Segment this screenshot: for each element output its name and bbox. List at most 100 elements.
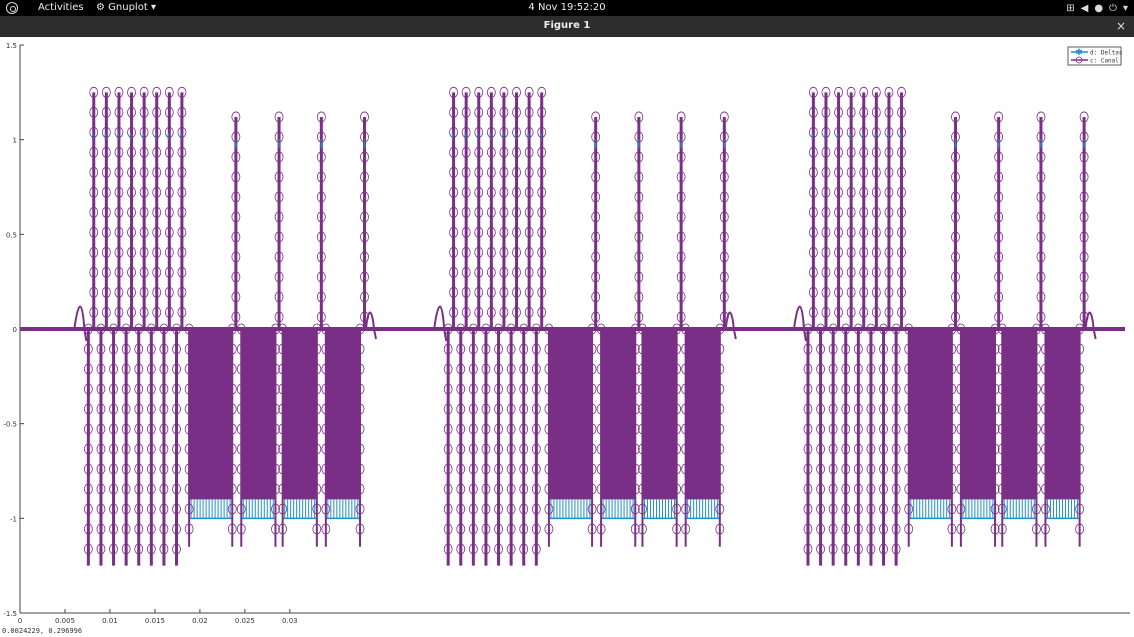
canal-point [177,206,187,218]
canal-point [884,106,894,118]
canal-point [456,443,466,455]
canal-point [997,483,1007,495]
canal-point [146,543,156,555]
canal-point [121,323,131,335]
canal-point [871,246,881,258]
canal-point [227,323,237,335]
canal-point [994,131,1004,143]
canal-point [884,266,894,278]
canal-point [456,323,466,335]
canal-point [164,166,174,178]
canal-point [96,503,106,515]
canal-point [828,363,838,375]
volume-icon[interactable]: ◀ [1080,2,1089,14]
canal-point [127,306,136,318]
canal-point [468,523,478,535]
legend-marker-circle-icon [1075,56,1083,64]
canal-point [638,383,647,395]
canal-block [908,329,952,500]
canal-point [904,463,914,475]
clock[interactable]: 4 Nov 19:52:20 [528,2,606,13]
canal-point [951,211,960,223]
app-menu[interactable]: ⚙ Gnuplot ▾ [96,2,156,14]
canal-point [1079,111,1089,123]
canal-point [715,523,725,535]
canal-point [634,131,644,143]
canal-point [1036,251,1046,263]
canal-point [494,403,503,415]
canal-point [512,246,521,258]
figure-canvas[interactable]: 1.5 1 0.5 0 -0.5 -1 -1.5 0 0.005 0.01 0.015 0.02 0.0… [0,37,1134,637]
plot[interactable]: 1.510.50-0.5-1-1.50 0.005 0.01 0.015 0.02 0.0… [0,37,1134,637]
canal-point [172,363,181,375]
canal-point [531,543,541,555]
canal-point [681,503,691,515]
canal-point [134,483,144,495]
canal-point [897,126,906,138]
canal-point [271,343,280,355]
canal-point [101,106,111,118]
canal-point [312,423,322,435]
chevron-down-icon[interactable]: ▾ [1122,2,1128,14]
canal-point [634,191,644,203]
canal-point [676,231,686,243]
canal-point [947,323,957,335]
canal-point [630,503,640,515]
canal-point [481,383,491,395]
canal-point [512,226,521,238]
canal-point [274,251,284,263]
canal-point [638,503,647,515]
canal-point [803,503,813,515]
canal-point [139,186,149,198]
canal-point [1041,403,1050,415]
canal-point [355,483,365,495]
system-tray[interactable]: ⊞ ◀ ● ⏻ ▾ [1066,1,1128,15]
canal-point [638,343,647,355]
canal-point [884,246,894,258]
canal-point [312,463,322,475]
canal-point [159,463,169,475]
canal-point [544,343,554,355]
canal-point [461,186,471,198]
canal-point [1032,483,1041,495]
canal-point [591,191,601,203]
activities-button[interactable]: Activities [38,2,84,13]
canal-point [461,106,471,118]
activities-logo-icon[interactable] [6,2,18,14]
canal-point [879,423,888,435]
canal-point [114,186,124,198]
canal-point [177,186,187,198]
network-icon[interactable]: ⊞ [1066,2,1075,14]
system-icon[interactable]: ● [1094,2,1104,14]
canal-point [990,323,1000,335]
canal-point [891,423,901,435]
canal-point [524,166,534,178]
canal-point [449,126,458,138]
canal-point [879,543,888,555]
canal-point [468,363,478,375]
close-window-button[interactable]: × [1115,19,1126,33]
canal-point [1075,383,1085,395]
canal-point [443,503,453,515]
canal-point [159,503,169,515]
canal-point [312,483,322,495]
window-titlebar[interactable]: Figure 1 × [0,16,1134,37]
canal-point [990,363,1000,375]
canal-point [859,206,869,218]
canal-point [816,383,825,395]
canal-point [884,166,894,178]
canal-point [994,231,1004,243]
canal-point [499,226,509,238]
canal-point [271,403,280,415]
burst-1 [73,86,377,566]
canal-point [591,111,601,123]
power-icon[interactable]: ⏻ [1109,2,1117,14]
canal-point [461,206,471,218]
canal-point [360,271,369,283]
top-bar: Activities ⚙ Gnuplot ▾ 4 Nov 19:52:20 ⊞ … [0,0,1134,16]
app-menu-label: Gnuplot [108,2,148,13]
canal-point [127,286,136,298]
canal-point [1075,503,1085,515]
canal-point [231,211,241,223]
canal-point [481,463,491,475]
